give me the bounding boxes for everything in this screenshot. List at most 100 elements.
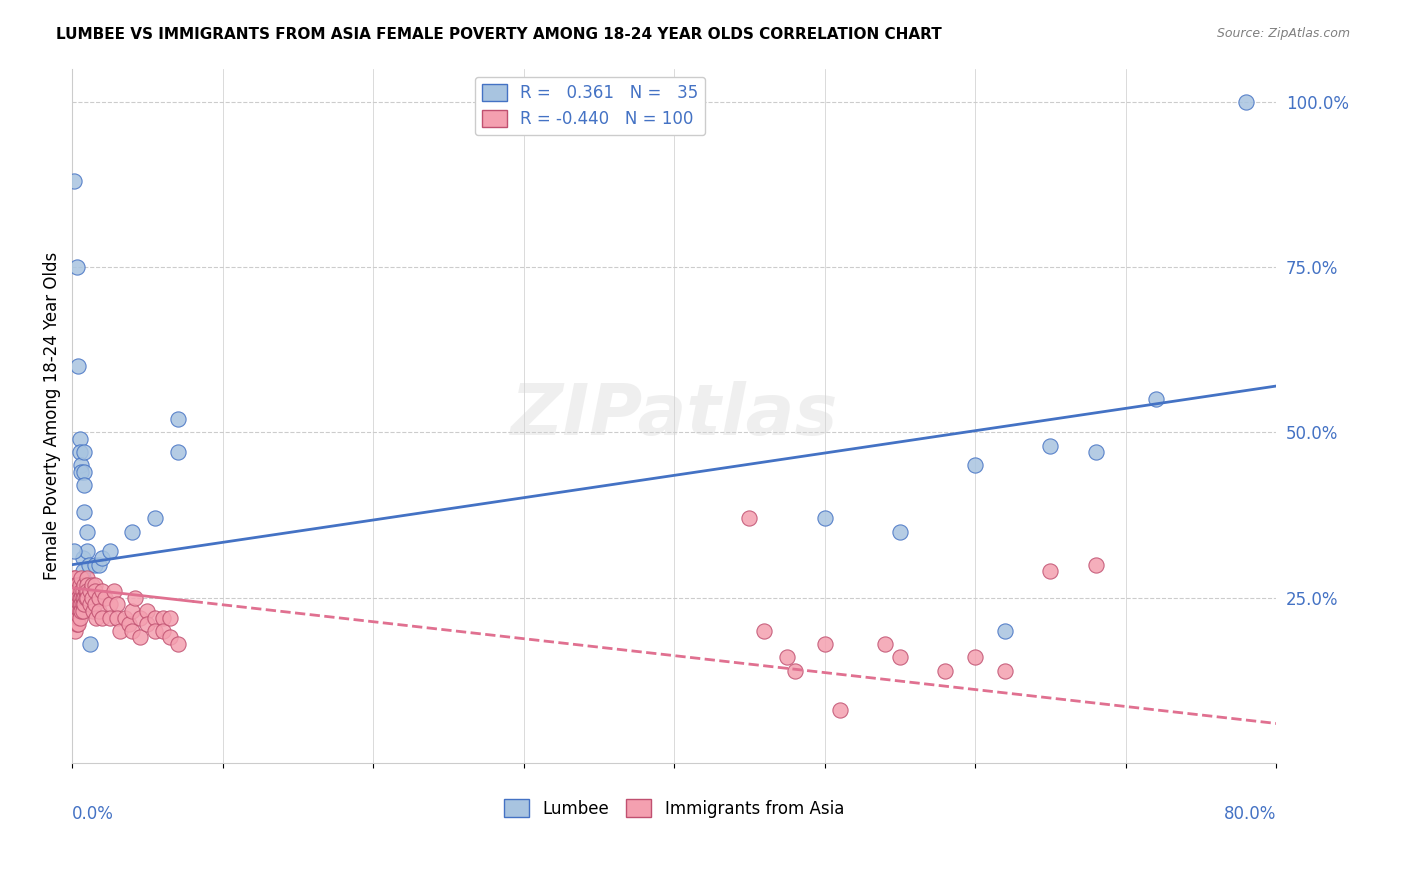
Point — [83, 577, 105, 591]
Point — [69, 604, 91, 618]
Point — [89, 591, 111, 605]
Point — [76, 544, 98, 558]
Point — [67, 610, 90, 624]
Point — [94, 591, 117, 605]
Point — [65, 617, 87, 632]
Point — [129, 610, 152, 624]
Point — [1144, 392, 1167, 407]
Point — [70, 591, 93, 605]
Point — [143, 624, 166, 638]
Point — [62, 571, 84, 585]
Point — [873, 637, 896, 651]
Point — [152, 624, 174, 638]
Point — [65, 577, 87, 591]
Point — [62, 174, 84, 188]
Point — [66, 584, 89, 599]
Point — [965, 458, 987, 473]
Point — [76, 584, 98, 599]
Point — [69, 577, 91, 591]
Point — [70, 571, 93, 585]
Point — [814, 511, 837, 525]
Point — [65, 591, 87, 605]
Point — [105, 598, 128, 612]
Point — [91, 551, 114, 566]
Point — [105, 610, 128, 624]
Point — [69, 445, 91, 459]
Point — [72, 591, 94, 605]
Point — [143, 610, 166, 624]
Point — [118, 617, 141, 632]
Point — [73, 577, 96, 591]
Point — [80, 577, 103, 591]
Point — [65, 610, 87, 624]
Point — [67, 604, 90, 618]
Point — [67, 591, 90, 605]
Point — [98, 610, 121, 624]
Point — [114, 610, 136, 624]
Point — [754, 624, 776, 638]
Point — [159, 631, 181, 645]
Text: ZIPatlas: ZIPatlas — [510, 381, 838, 450]
Point — [994, 624, 1017, 638]
Point — [72, 598, 94, 612]
Point — [98, 598, 121, 612]
Point — [1234, 95, 1257, 109]
Point — [66, 598, 89, 612]
Point — [65, 598, 87, 612]
Point — [65, 624, 87, 638]
Text: 0.0%: 0.0% — [72, 805, 114, 822]
Point — [75, 591, 97, 605]
Point — [72, 551, 94, 566]
Point — [75, 584, 97, 599]
Point — [62, 598, 84, 612]
Point — [98, 544, 121, 558]
Point — [65, 584, 87, 599]
Point — [121, 604, 143, 618]
Point — [72, 564, 94, 578]
Point — [89, 558, 111, 572]
Point — [738, 511, 761, 525]
Point — [889, 650, 911, 665]
Point — [79, 637, 101, 651]
Point — [79, 598, 101, 612]
Text: 80.0%: 80.0% — [1223, 805, 1277, 822]
Point — [828, 703, 851, 717]
Point — [1084, 445, 1107, 459]
Point — [70, 458, 93, 473]
Text: LUMBEE VS IMMIGRANTS FROM ASIA FEMALE POVERTY AMONG 18-24 YEAR OLDS CORRELATION : LUMBEE VS IMMIGRANTS FROM ASIA FEMALE PO… — [56, 27, 942, 42]
Point — [84, 610, 107, 624]
Point — [77, 558, 100, 572]
Point — [69, 610, 91, 624]
Point — [776, 650, 799, 665]
Point — [62, 544, 84, 558]
Point — [70, 465, 93, 479]
Point — [889, 524, 911, 539]
Point — [66, 604, 89, 618]
Point — [76, 577, 98, 591]
Point — [76, 571, 98, 585]
Point — [65, 604, 87, 618]
Point — [814, 637, 837, 651]
Point — [73, 598, 96, 612]
Point — [66, 617, 89, 632]
Point — [69, 432, 91, 446]
Point — [934, 664, 956, 678]
Point — [136, 617, 159, 632]
Point — [1084, 558, 1107, 572]
Point — [121, 524, 143, 539]
Point — [73, 445, 96, 459]
Point — [67, 598, 90, 612]
Point — [143, 511, 166, 525]
Point — [83, 584, 105, 599]
Point — [67, 584, 90, 599]
Point — [70, 604, 93, 618]
Point — [62, 591, 84, 605]
Point — [73, 505, 96, 519]
Point — [76, 591, 98, 605]
Point — [62, 604, 84, 618]
Point — [66, 591, 89, 605]
Point — [1039, 564, 1062, 578]
Point — [166, 412, 188, 426]
Point — [159, 610, 181, 624]
Point — [65, 571, 87, 585]
